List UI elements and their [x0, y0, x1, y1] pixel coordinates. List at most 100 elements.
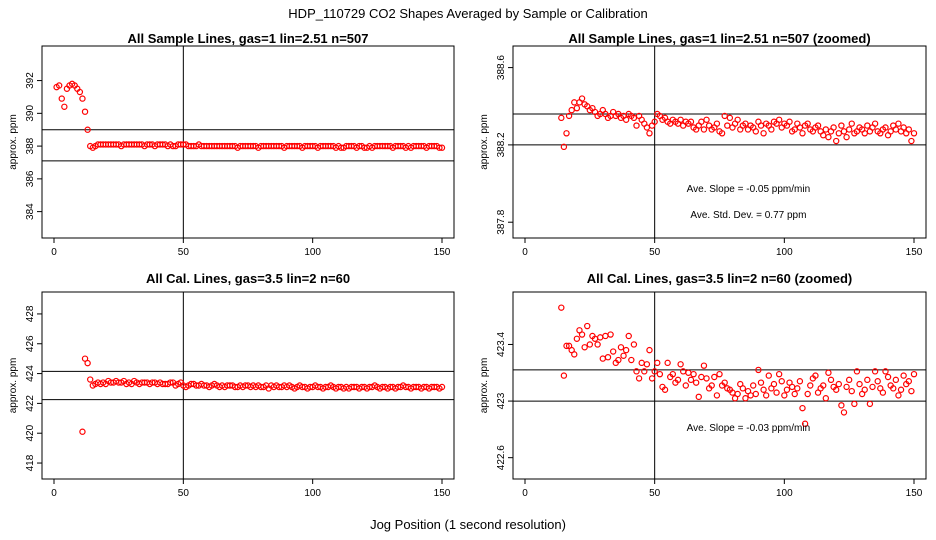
figure-title: HDP_110729 CO2 Shapes Averaged by Sample… [288, 6, 647, 21]
data-point [884, 373, 892, 381]
x-tick-label: 150 [906, 247, 923, 258]
data-point [775, 370, 783, 378]
data-point [835, 130, 842, 137]
data-point [641, 368, 648, 375]
data-point [436, 144, 443, 151]
data-point [84, 126, 91, 133]
data-point [167, 379, 174, 386]
data-point [630, 341, 638, 348]
data-point [711, 373, 718, 381]
data-point [560, 143, 568, 151]
figure-x-axis-label: Jog Position (1 second resolution) [370, 517, 566, 532]
data-point [910, 130, 918, 137]
data-point [882, 368, 889, 375]
plot-frame [512, 45, 927, 239]
data-point [908, 387, 915, 395]
data-point [734, 116, 741, 123]
data-point [781, 392, 788, 399]
data-point [643, 361, 651, 368]
y-tick-label: 422 [25, 395, 36, 412]
y-tick-label: 428 [25, 305, 36, 322]
panel-title: All Cal. Lines, gas=3.5 lin=2 n=60 [146, 271, 350, 286]
data-point [905, 126, 913, 133]
data-point [79, 428, 86, 435]
data-point [838, 402, 845, 409]
data-point [594, 341, 601, 348]
data-point [646, 346, 653, 354]
data-point [734, 390, 741, 398]
data-point [724, 122, 731, 129]
data-point [848, 387, 855, 395]
data-point [568, 106, 575, 114]
data-point [814, 122, 822, 129]
panel-annotation: Ave. Slope = -0.03 ppm/min [687, 423, 811, 434]
data-point [742, 395, 749, 402]
data-point [827, 376, 835, 384]
data-point [716, 370, 723, 378]
data-point [721, 379, 728, 386]
data-point [833, 386, 840, 393]
data-point [84, 359, 91, 367]
data-point [760, 130, 767, 137]
data-point [804, 390, 811, 398]
x-tick-label: 50 [178, 488, 190, 499]
y-tick-label: 422.6 [496, 445, 507, 470]
data-point [586, 341, 594, 348]
data-point [897, 386, 905, 393]
data-point [635, 375, 643, 382]
data-point [851, 400, 858, 408]
x-tick-label: 50 [649, 488, 661, 499]
data-point [807, 382, 814, 389]
data-point [845, 126, 853, 133]
data-point [565, 112, 573, 120]
panel-title: All Cal. Lines, gas=3.5 lin=2 n=60 (zoom… [587, 271, 853, 286]
data-point [581, 344, 588, 351]
data-point [656, 370, 664, 378]
data-point [648, 375, 656, 382]
data-point [838, 122, 845, 129]
data-point [799, 404, 806, 412]
data-point [713, 392, 721, 399]
x-tick-label: 50 [178, 247, 190, 258]
y-tick-label: 387.8 [496, 209, 507, 234]
chart-panel-4: All Cal. Lines, gas=3.5 lin=2 n=60 (zoom… [479, 271, 927, 499]
x-tick-label: 100 [776, 488, 793, 499]
x-tick-label: 0 [51, 488, 57, 499]
data-point [633, 122, 640, 129]
panel-annotation: Ave. Slope = -0.05 ppm/min [687, 184, 811, 195]
data-point [773, 389, 780, 396]
data-point [799, 130, 806, 137]
y-tick-label: 424 [25, 365, 36, 382]
y-tick-label: 423 [496, 392, 507, 409]
data-point [622, 346, 630, 354]
data-point [791, 390, 798, 398]
data-point [718, 130, 726, 137]
x-tick-label: 150 [906, 488, 923, 499]
data-point [892, 126, 900, 133]
data-point [713, 120, 721, 127]
data-point [604, 353, 612, 361]
data-point [752, 128, 760, 135]
y-tick-label: 390 [25, 105, 36, 122]
data-point [607, 331, 614, 338]
data-point [890, 385, 897, 392]
data-point [79, 95, 86, 102]
data-point [617, 344, 625, 351]
data-point [438, 144, 446, 151]
data-point [700, 126, 708, 133]
data-point [791, 126, 798, 133]
y-tick-label: 420 [25, 424, 36, 441]
data-point [892, 376, 900, 384]
y-tick-label: 384 [25, 203, 36, 220]
data-point [573, 104, 581, 112]
y-tick-label: 392 [25, 72, 36, 89]
data-point [796, 124, 804, 131]
x-tick-label: 0 [522, 488, 528, 499]
data-point [825, 133, 832, 141]
data-point [778, 378, 785, 385]
panel-annotation: Ave. Std. Dev. = 0.77 ppm [690, 210, 806, 221]
data-point [900, 372, 907, 379]
data-point [651, 118, 658, 125]
data-point [755, 366, 762, 374]
data-point [708, 382, 715, 389]
